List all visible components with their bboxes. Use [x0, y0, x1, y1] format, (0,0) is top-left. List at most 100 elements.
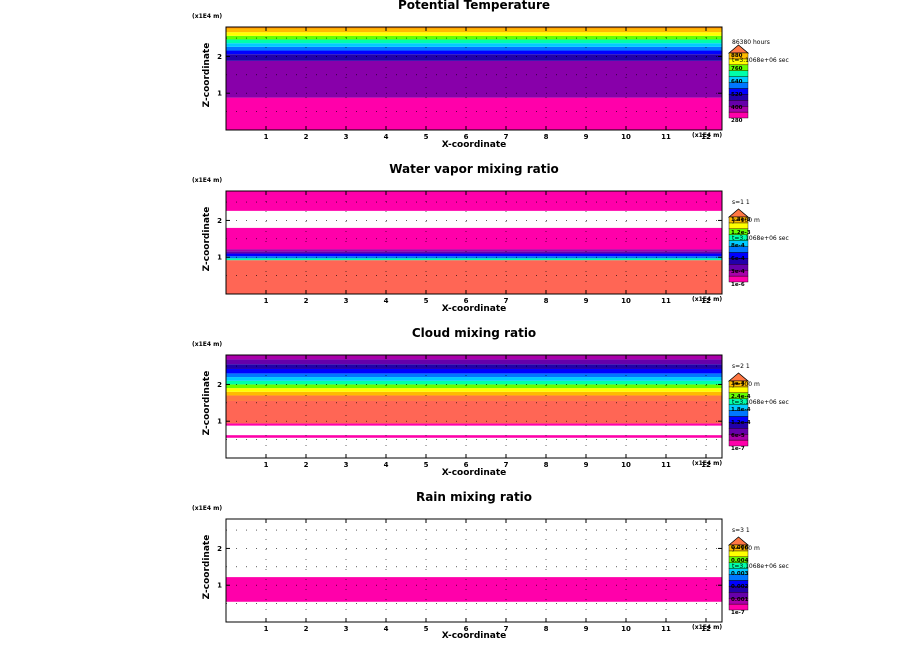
contour-band [226, 35, 722, 40]
colorbar-label: 2.4e-4 [731, 394, 751, 400]
info-line: s=1 1 [732, 199, 750, 206]
x-tick-label: 4 [384, 625, 389, 633]
z-scale-note: (x1E4 m) [192, 177, 223, 184]
y-tick-label: 2 [217, 53, 222, 61]
colorbar-label: 8e-4 [731, 243, 745, 249]
colorbar-label: 0.003 [731, 571, 749, 577]
contour-band [226, 54, 722, 61]
x-tick-label: 8 [544, 133, 549, 141]
contour-band [226, 423, 722, 426]
x-tick-label: 3 [344, 297, 349, 305]
colorbar-label: 400 [731, 105, 743, 111]
x-tick-label: 1 [264, 133, 269, 141]
x-tick-label: 12 [701, 297, 711, 305]
colorbar-swatch [728, 380, 749, 388]
colorbar-label: 1.2e-3 [731, 230, 751, 236]
x-tick-label: 5 [424, 297, 429, 305]
x-tick-label: 11 [661, 133, 671, 141]
x-axis-label: X-coordinate [441, 468, 507, 478]
contour-band [226, 364, 722, 369]
x-axis-label: X-coordinate [441, 631, 507, 641]
y-tick-label: 1 [217, 418, 222, 426]
colorbar-label: 1.8e-4 [731, 407, 751, 413]
contour-band [226, 39, 722, 44]
colorbar-label: 1e-7 [731, 446, 745, 452]
contour-band [226, 435, 722, 438]
chart-title: Cloud mixing ratio [411, 326, 537, 340]
colorbar-label: 1.2e-4 [731, 420, 751, 426]
x-tick-label: 10 [621, 625, 631, 633]
colorbar-swatch [728, 544, 749, 552]
contour-band [226, 256, 722, 259]
contour-band [226, 384, 722, 389]
colorbar-label: 280 [731, 118, 743, 124]
y-tick-label: 2 [217, 217, 222, 225]
plot-frame [225, 518, 723, 623]
colorbar-label: 3e-4 [731, 269, 745, 275]
x-tick-label: 12 [701, 625, 711, 633]
contour-band [226, 46, 722, 51]
info-text: 86380 hours t=3.1068e+06 sec [732, 28, 789, 76]
chart-title: Water vapor mixing ratio [389, 162, 559, 176]
x-tick-label: 8 [544, 461, 549, 469]
x-tick-label: 12 [701, 133, 711, 141]
contour-band [226, 258, 722, 261]
info-text: s=1 1 y=100 m t=3.1068e+06 sec [732, 188, 789, 254]
plot-frame [225, 354, 723, 459]
y-tick-label: 2 [217, 545, 222, 553]
y-tick-label: 2 [217, 381, 222, 389]
colorbar-label: 0.004 [731, 558, 749, 564]
contour-band [226, 253, 722, 257]
x-tick-label: 11 [661, 461, 671, 469]
panel-water-vapor: Water vapor mixing ratio (x1E4 m) Z-coor… [0, 162, 904, 328]
contour-band [226, 251, 722, 254]
colorbar-label: 760 [731, 66, 743, 72]
x-tick-label: 7 [504, 625, 509, 633]
contour-band [226, 388, 722, 392]
contour-band [226, 27, 722, 29]
x-axis-label: X-coordinate [441, 140, 507, 150]
y-tick-label: 1 [217, 254, 222, 262]
contour-band [226, 50, 722, 55]
chart-title: Rain mixing ratio [415, 490, 533, 504]
x-scale-note: (x1E4 m) [692, 624, 723, 631]
info-line: 86380 hours [732, 39, 770, 46]
x-tick-label: 3 [344, 625, 349, 633]
contour-band [226, 355, 722, 360]
x-tick-label: 8 [544, 297, 549, 305]
x-tick-label: 9 [584, 625, 589, 633]
x-tick-label: 1 [264, 625, 269, 633]
contour-band [226, 368, 722, 374]
info-line: y=100 m [732, 545, 760, 552]
info-line: t=3.1068e+06 sec [732, 57, 789, 64]
colorbar-label: 1e-6 [731, 282, 745, 288]
contour-band [226, 227, 722, 250]
contour-band [226, 400, 722, 424]
info-line: t=3.1068e+06 sec [732, 399, 789, 406]
colorbar-swatch [728, 216, 749, 224]
x-tick-label: 6 [464, 297, 469, 305]
contour-band [226, 60, 722, 98]
colorbar-label: 1.8e-3 [731, 217, 751, 223]
x-tick-label: 6 [464, 133, 469, 141]
panel-rain-mixing: Rain mixing ratio (x1E4 m) Z-coordinate … [0, 490, 904, 654]
contour-band [226, 28, 722, 33]
colorbar-label: 520 [731, 92, 743, 98]
colorbar-label: 6e-5 [731, 433, 745, 439]
contour-band [226, 577, 722, 602]
x-tick-label: 5 [424, 133, 429, 141]
colorbar-label: 6e-4 [731, 256, 745, 262]
contour-band [226, 191, 722, 211]
x-tick-label: 11 [661, 625, 671, 633]
contour-band [226, 210, 722, 228]
colorbar-label: 0.002 [731, 584, 749, 590]
z-scale-note: (x1E4 m) [192, 13, 223, 20]
x-tick-label: 10 [621, 461, 631, 469]
info-line: y=100 m [732, 381, 760, 388]
x-tick-label: 5 [424, 625, 429, 633]
x-tick-label: 11 [661, 297, 671, 305]
x-tick-label: 4 [384, 133, 389, 141]
x-tick-label: 8 [544, 625, 549, 633]
